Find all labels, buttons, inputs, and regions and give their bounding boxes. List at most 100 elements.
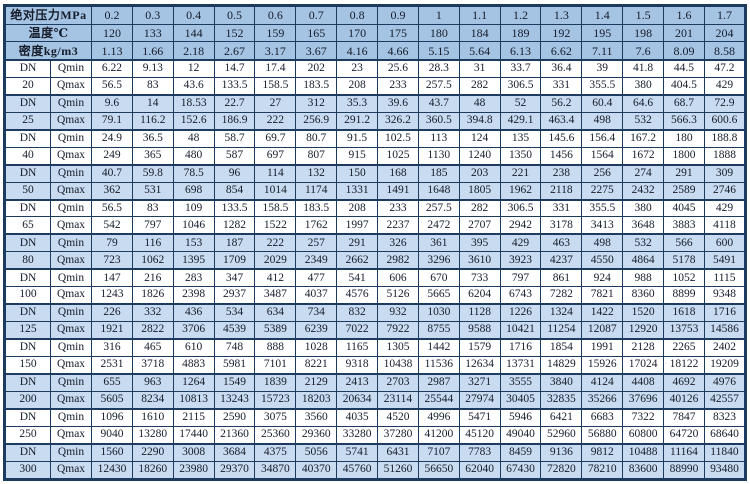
header-value: 0.2 — [91, 5, 133, 25]
qmax-value: 5178 — [663, 251, 705, 270]
qmin-value: 5471 — [458, 407, 501, 427]
qmin-value: 1226 — [499, 303, 542, 323]
dn300-qmax-row: 300 Qmax 12430 18260 23980 29370 34870 40370 457… — [4, 460, 747, 481]
qmin-value: 4976 — [703, 373, 747, 392]
qmin-label: Qmin — [49, 128, 93, 148]
qmax-value: 12087 — [581, 321, 624, 340]
qmax-value: 1282 — [213, 216, 256, 235]
qmin-value: 1324 — [540, 303, 583, 323]
qmin-value: 2265 — [663, 338, 705, 358]
header-value: 1.4 — [581, 5, 624, 25]
dn50-qmin-row: DN Qmin 40.7 59.8 78.5 96 114 132 150 168 185 203 22… — [4, 163, 747, 183]
qmax-value: 2275 — [581, 181, 624, 201]
qmax-value: 1014 — [254, 181, 297, 201]
qmin-value: 610 — [172, 338, 215, 358]
qmin-value: 3560 — [295, 407, 338, 427]
qmin-value: 56.2 — [540, 93, 583, 113]
qmin-value: 1560 — [91, 442, 133, 462]
qmin-value: 25.6 — [377, 58, 419, 78]
qmax-value: 18260 — [131, 460, 174, 481]
dn-size-label: 150 — [4, 356, 51, 375]
dn-size-label: 300 — [4, 460, 51, 481]
qmax-value: 8360 — [622, 286, 665, 305]
dn-size-label: 40 — [4, 146, 51, 166]
qmax-value: 158.5 — [254, 76, 297, 96]
qmax-value: 17440 — [172, 425, 215, 445]
qmax-value: 532 — [622, 111, 665, 131]
qmin-value: 69.7 — [254, 128, 297, 148]
qmax-value: 360.5 — [417, 111, 460, 131]
header-value: 1.2 — [499, 5, 542, 25]
qmax-value: 8234 — [131, 390, 174, 410]
qmax-value: 3648 — [622, 216, 665, 235]
qmax-label: Qmax — [49, 251, 93, 270]
qmin-value: 541 — [336, 268, 379, 288]
qmin-value: 39.6 — [377, 93, 419, 113]
qmax-value: 3296 — [417, 251, 460, 270]
qmin-value: 291 — [336, 233, 379, 253]
dn25-qmax-row: 25 Qmax 79.1 116.2 152.6 186.9 222 256.9 291.2 32… — [4, 111, 747, 131]
qmin-value: 282 — [458, 198, 501, 218]
qmax-value: 83600 — [622, 460, 665, 481]
qmin-value: 6683 — [581, 407, 624, 427]
qmin-value: 606 — [377, 268, 419, 288]
qmax-value: 1997 — [336, 216, 379, 235]
qmin-value: 109 — [172, 198, 215, 218]
qmax-value: 797 — [131, 216, 174, 235]
header-value: 1.66 — [131, 41, 174, 61]
qmax-value: 2237 — [377, 216, 419, 235]
dn-size-label: 125 — [4, 321, 51, 340]
qmin-value: 167.2 — [622, 128, 665, 148]
qmin-value: 9.13 — [131, 58, 174, 78]
qmax-value: 3883 — [663, 216, 705, 235]
dn-prefix-label: DN — [4, 93, 51, 113]
header-value: 3.17 — [254, 41, 297, 61]
qmin-value: 72.9 — [703, 93, 747, 113]
qmax-value: 498 — [581, 111, 624, 131]
dn-prefix-label: DN — [4, 303, 51, 323]
qmax-value: 429 — [703, 76, 747, 96]
dn65-qmin-row: DN Qmin 56.5 83 109 133.5 158.5 183.5 208 233 257.… — [4, 198, 747, 218]
qmin-value: 436 — [172, 303, 215, 323]
qmin-value: 40.7 — [91, 163, 133, 183]
header-value: 1.6 — [663, 5, 705, 25]
header-value: 165 — [295, 23, 338, 43]
header-value: 1 — [417, 5, 460, 25]
qmax-value: 600.6 — [703, 111, 747, 131]
header-value: 0.6 — [254, 5, 297, 25]
qmax-value: 29360 — [295, 425, 338, 445]
qmax-value: 854 — [213, 181, 256, 201]
qmin-value: 102.5 — [377, 128, 419, 148]
qmin-value: 3555 — [499, 373, 542, 392]
qmin-value: 634 — [254, 303, 297, 323]
header-value: 133 — [131, 23, 174, 43]
dn-size-label: 100 — [4, 286, 51, 305]
qmin-value: 1854 — [540, 338, 583, 358]
qmin-value: 153 — [172, 233, 215, 253]
qmin-value: 429 — [499, 233, 542, 253]
qmax-value: 1491 — [377, 181, 419, 201]
dn100-qmin-row: DN Qmin 147 216 283 347 412 477 541 606 670 733 797 8… — [4, 268, 747, 288]
qmax-value: 10438 — [377, 356, 419, 375]
qmin-value: 1305 — [377, 338, 419, 358]
qmin-value: 861 — [540, 268, 583, 288]
qmin-value: 257 — [295, 233, 338, 253]
qmax-value: 23114 — [377, 390, 419, 410]
dn100-qmax-row: 100 Qmax 1243 1826 2398 2937 3487 4037 4576 5126 5… — [4, 286, 747, 305]
qmax-value: 1805 — [458, 181, 501, 201]
qmin-value: 91.5 — [336, 128, 379, 148]
qmax-value: 3923 — [499, 251, 542, 270]
qmin-value: 4996 — [417, 407, 460, 427]
qmin-value: 96 — [213, 163, 256, 183]
qmax-value: 8221 — [295, 356, 338, 375]
qmax-value: 3610 — [458, 251, 501, 270]
qmin-value: 2115 — [172, 407, 215, 427]
header-value: 7.6 — [622, 41, 665, 61]
qmin-value: 2987 — [417, 373, 460, 392]
qmax-value: 1709 — [213, 251, 256, 270]
qmin-value: 7847 — [663, 407, 705, 427]
qmin-value: 64.6 — [622, 93, 665, 113]
qmax-value: 4539 — [213, 321, 256, 340]
qmax-value: 79.1 — [91, 111, 133, 131]
qmax-value: 5605 — [91, 390, 133, 410]
